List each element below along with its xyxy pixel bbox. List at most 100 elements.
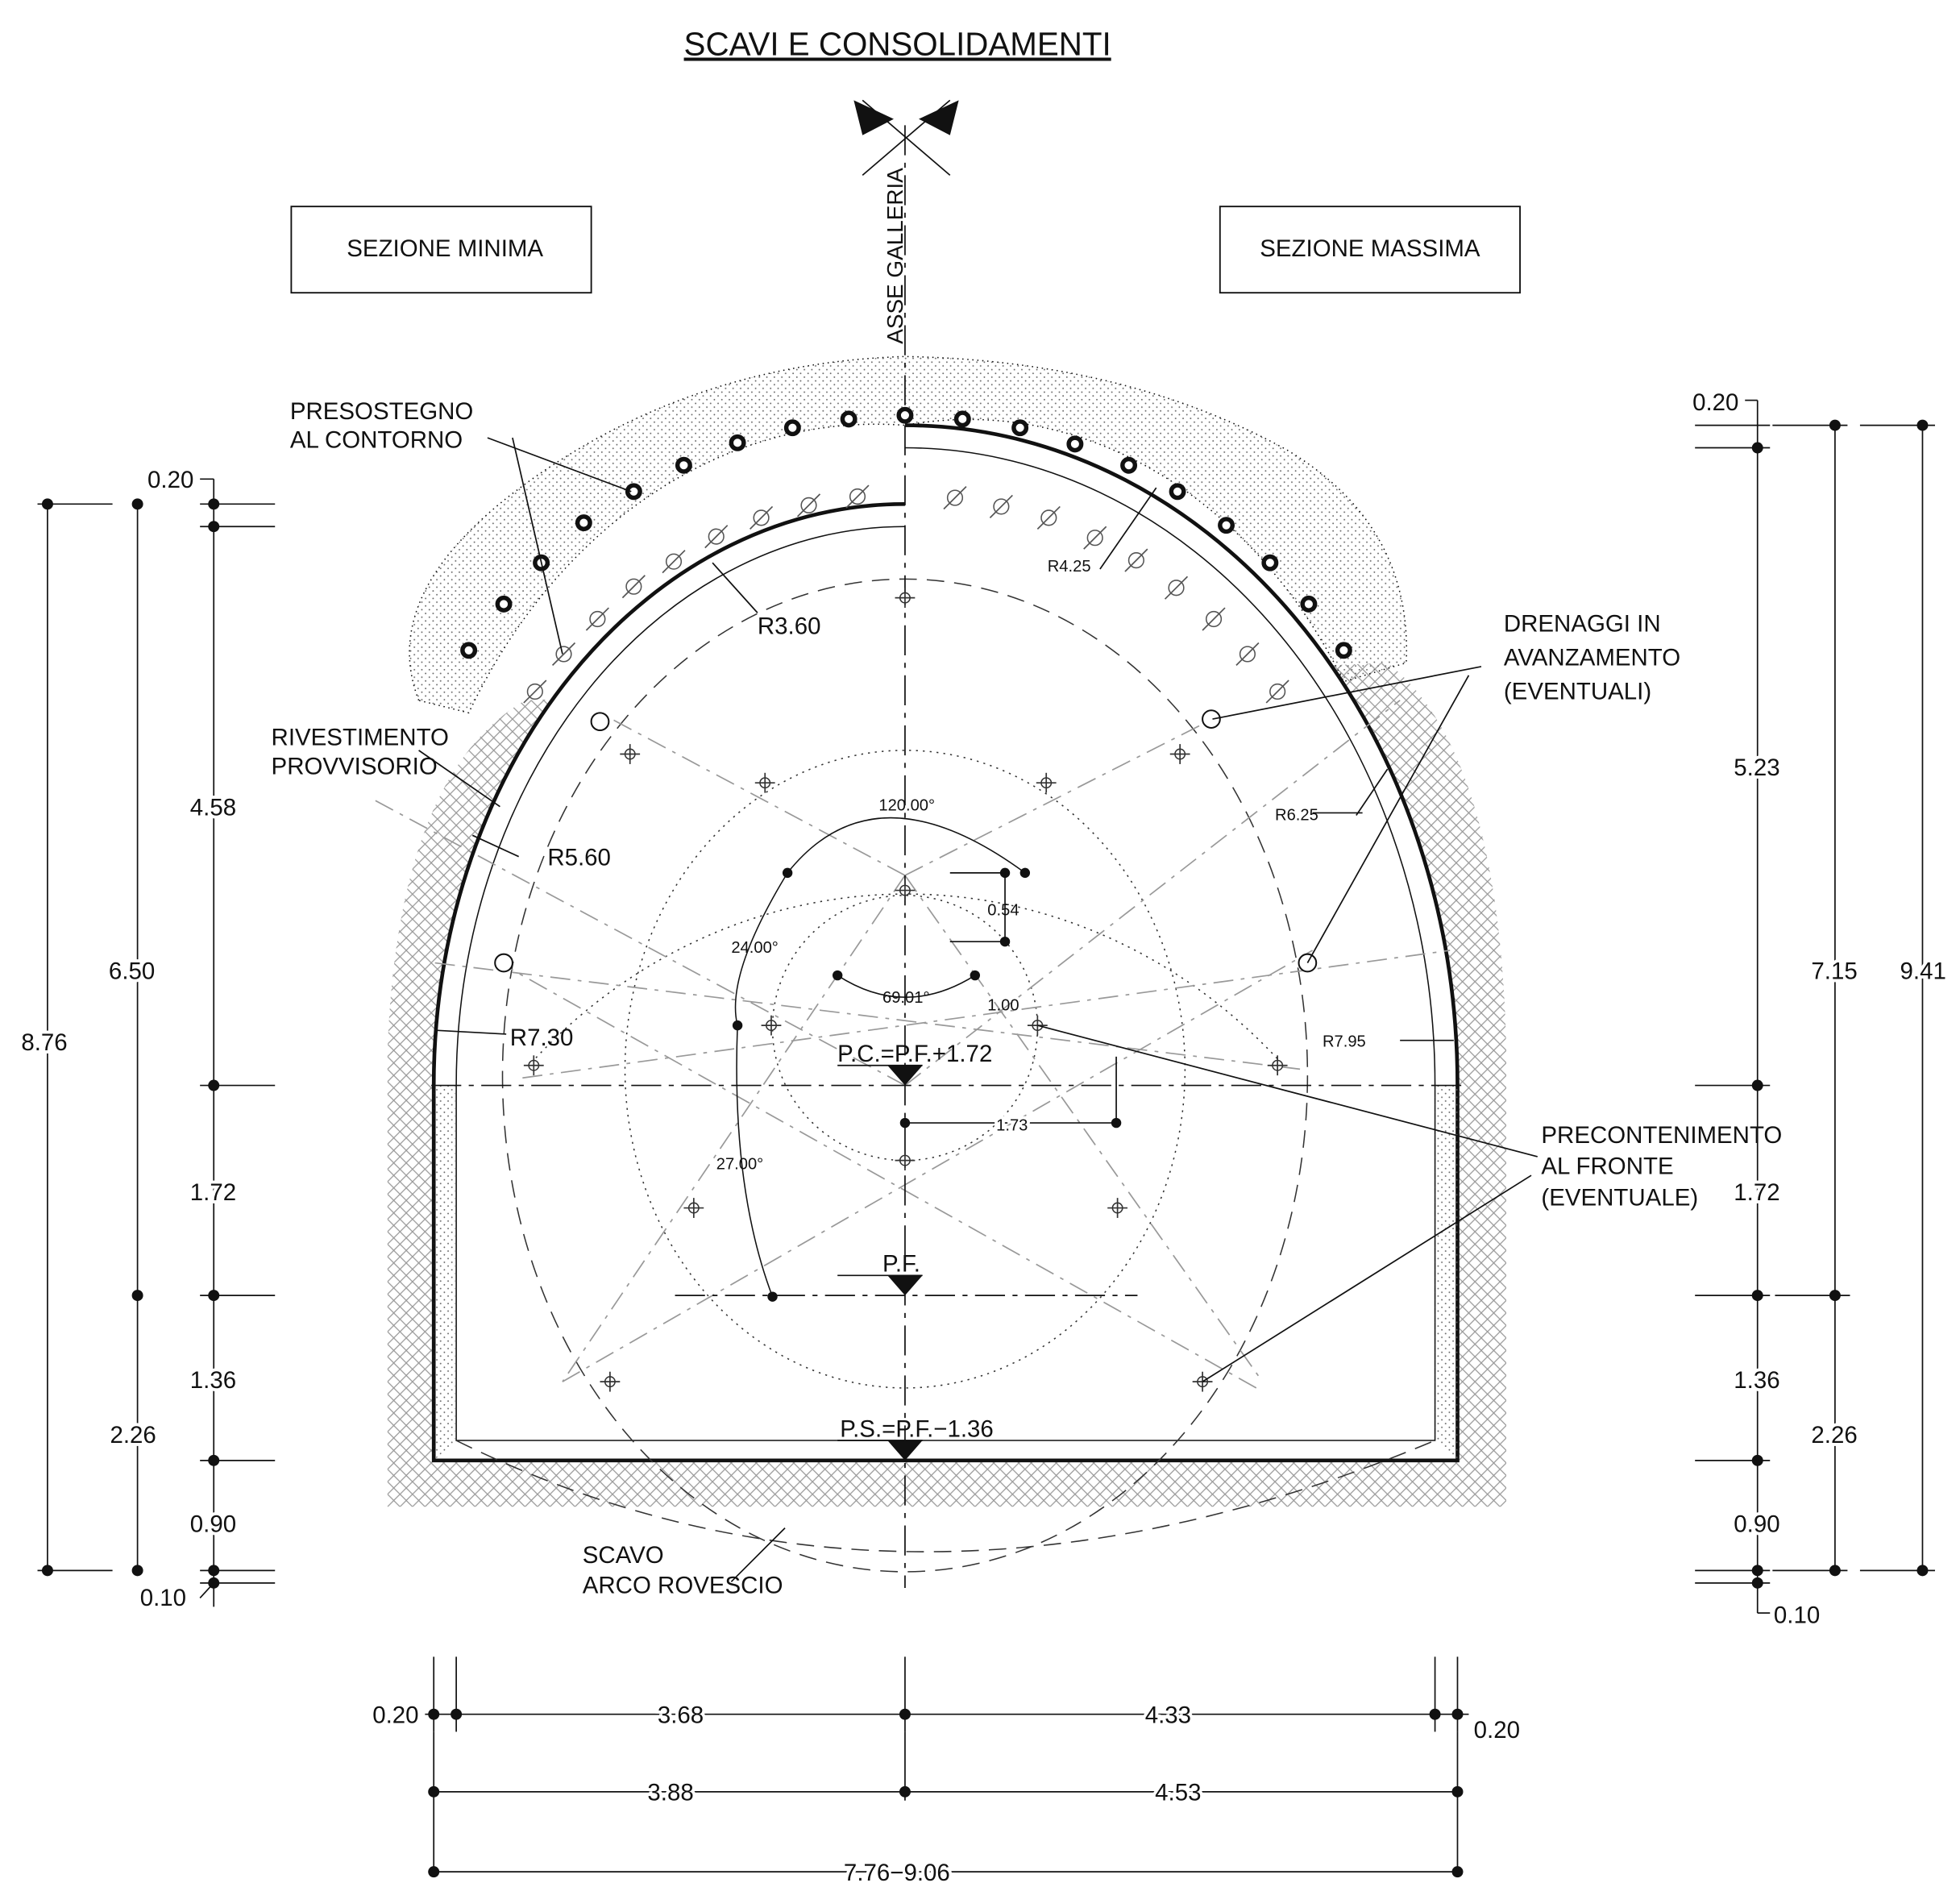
dimension-node: [131, 498, 143, 510]
construction-line: [374, 800, 906, 1087]
dimension-node: [899, 1117, 911, 1128]
dimension-label: 1.72: [1734, 1179, 1779, 1206]
dimension-node: [428, 1708, 440, 1720]
leader: [712, 562, 758, 613]
leader: [471, 834, 520, 858]
dimension-label: 1.73: [996, 1116, 1028, 1134]
forepole: [662, 550, 686, 574]
dimension-label: 0.10: [140, 1585, 186, 1611]
consolidated-zone: [409, 355, 1408, 714]
forepole: [1218, 517, 1235, 534]
dimension-label: 7.76−9.06: [844, 1860, 950, 1886]
dotted-arc: [530, 893, 1282, 1064]
level-mark: [887, 1275, 923, 1296]
dimension-node: [208, 498, 220, 510]
leader: [512, 437, 563, 655]
forepole: [1261, 554, 1279, 572]
dimension-node: [1429, 1708, 1441, 1720]
dimension-node: [832, 970, 843, 981]
dimension-node: [970, 970, 980, 981]
forepole: [943, 485, 967, 510]
angle-label: 69.01°: [882, 989, 930, 1007]
dimension-node: [1751, 1079, 1763, 1091]
construction-line: [904, 875, 1264, 1382]
dimension-label: 9.41: [1900, 958, 1946, 985]
radius-label: R6.25: [1275, 807, 1318, 825]
forepole: [625, 483, 642, 501]
angle-arc: [787, 817, 1026, 874]
construction-line: [522, 950, 1451, 1079]
forepole: [1202, 607, 1226, 631]
drain: [494, 953, 513, 973]
leader: [1356, 768, 1389, 816]
forepole: [1235, 642, 1260, 667]
dimension-node: [1829, 1290, 1841, 1302]
angle-label: 120.00°: [878, 796, 935, 814]
dimension-label: 6.50: [109, 958, 155, 985]
forepole: [704, 525, 729, 549]
construction-line: [904, 700, 1401, 1087]
level-label: P.F.: [882, 1251, 920, 1278]
dimension-label: 1.36: [190, 1367, 236, 1394]
dimension-label: 4.58: [190, 795, 236, 821]
construction-line: [562, 950, 1313, 1382]
radius-label: R5.60: [547, 845, 611, 871]
dimension-label: 0.10: [1774, 1602, 1820, 1628]
dimension-node: [41, 1565, 53, 1577]
forepole: [1169, 483, 1186, 501]
construction-line: [562, 875, 906, 1382]
forepole: [460, 642, 478, 659]
dimension-label: 2.26: [110, 1422, 156, 1449]
forepole: [840, 410, 858, 428]
section-label: SEZIONE MASSIMA: [1260, 235, 1480, 262]
annotation: DRENAGGI IN: [1504, 611, 1661, 638]
dimension-label: 0.20: [1474, 1717, 1520, 1744]
drain: [1202, 709, 1221, 729]
annotation: ARCO ROVESCIO: [583, 1572, 783, 1598]
forepole: [523, 680, 547, 704]
dimension-label: 7.15: [1811, 958, 1857, 985]
dimension-label: 0.20: [372, 1702, 418, 1729]
dimension-label: 3.68: [658, 1702, 704, 1729]
dimension-node: [131, 1290, 143, 1302]
forepole: [953, 410, 971, 428]
section-box: [1219, 206, 1521, 294]
title: SCAVI E CONSOLIDAMENTI: [684, 25, 1111, 62]
dimension-label: 0.90: [1734, 1511, 1779, 1537]
forepole: [1036, 505, 1061, 530]
angle-label: 27.00°: [716, 1155, 764, 1173]
level-mark: [887, 1065, 923, 1086]
dimension-node: [451, 1708, 463, 1720]
forepole: [1265, 680, 1289, 704]
forepole: [845, 484, 870, 509]
dimension-node: [782, 867, 793, 879]
dotted-circle: [624, 750, 1186, 1389]
angle-arc: [734, 872, 788, 1026]
forepole: [1083, 526, 1107, 550]
dimension-label: 0.20: [147, 467, 193, 493]
angle-arc: [837, 975, 976, 998]
axis-label: ASSE GALLERIA: [882, 168, 907, 344]
geometry: [37, 99, 1935, 1878]
forepole: [1124, 548, 1148, 572]
leader: [487, 437, 632, 493]
radius-label: R3.60: [758, 613, 821, 640]
construction-line: [434, 962, 1301, 1070]
dimension-label: 5.23: [1734, 754, 1779, 781]
dimension-node: [208, 1565, 220, 1577]
leader: [1306, 675, 1470, 963]
section-label: SEZIONE MINIMA: [347, 235, 543, 262]
dimension-label: 2.26: [1811, 1422, 1857, 1449]
dimension-node: [1751, 1577, 1763, 1589]
dimension-node: [208, 1290, 220, 1302]
forepole: [796, 493, 821, 517]
dimension-node: [1751, 1290, 1763, 1302]
level-label: P.S.=P.F.−1.36: [840, 1415, 994, 1442]
dimension-node: [428, 1785, 440, 1798]
dimension-node: [1451, 1866, 1464, 1878]
annotation: PRESOSTEGNO: [290, 398, 474, 425]
leader: [1037, 1025, 1538, 1158]
section-box: [290, 206, 592, 294]
